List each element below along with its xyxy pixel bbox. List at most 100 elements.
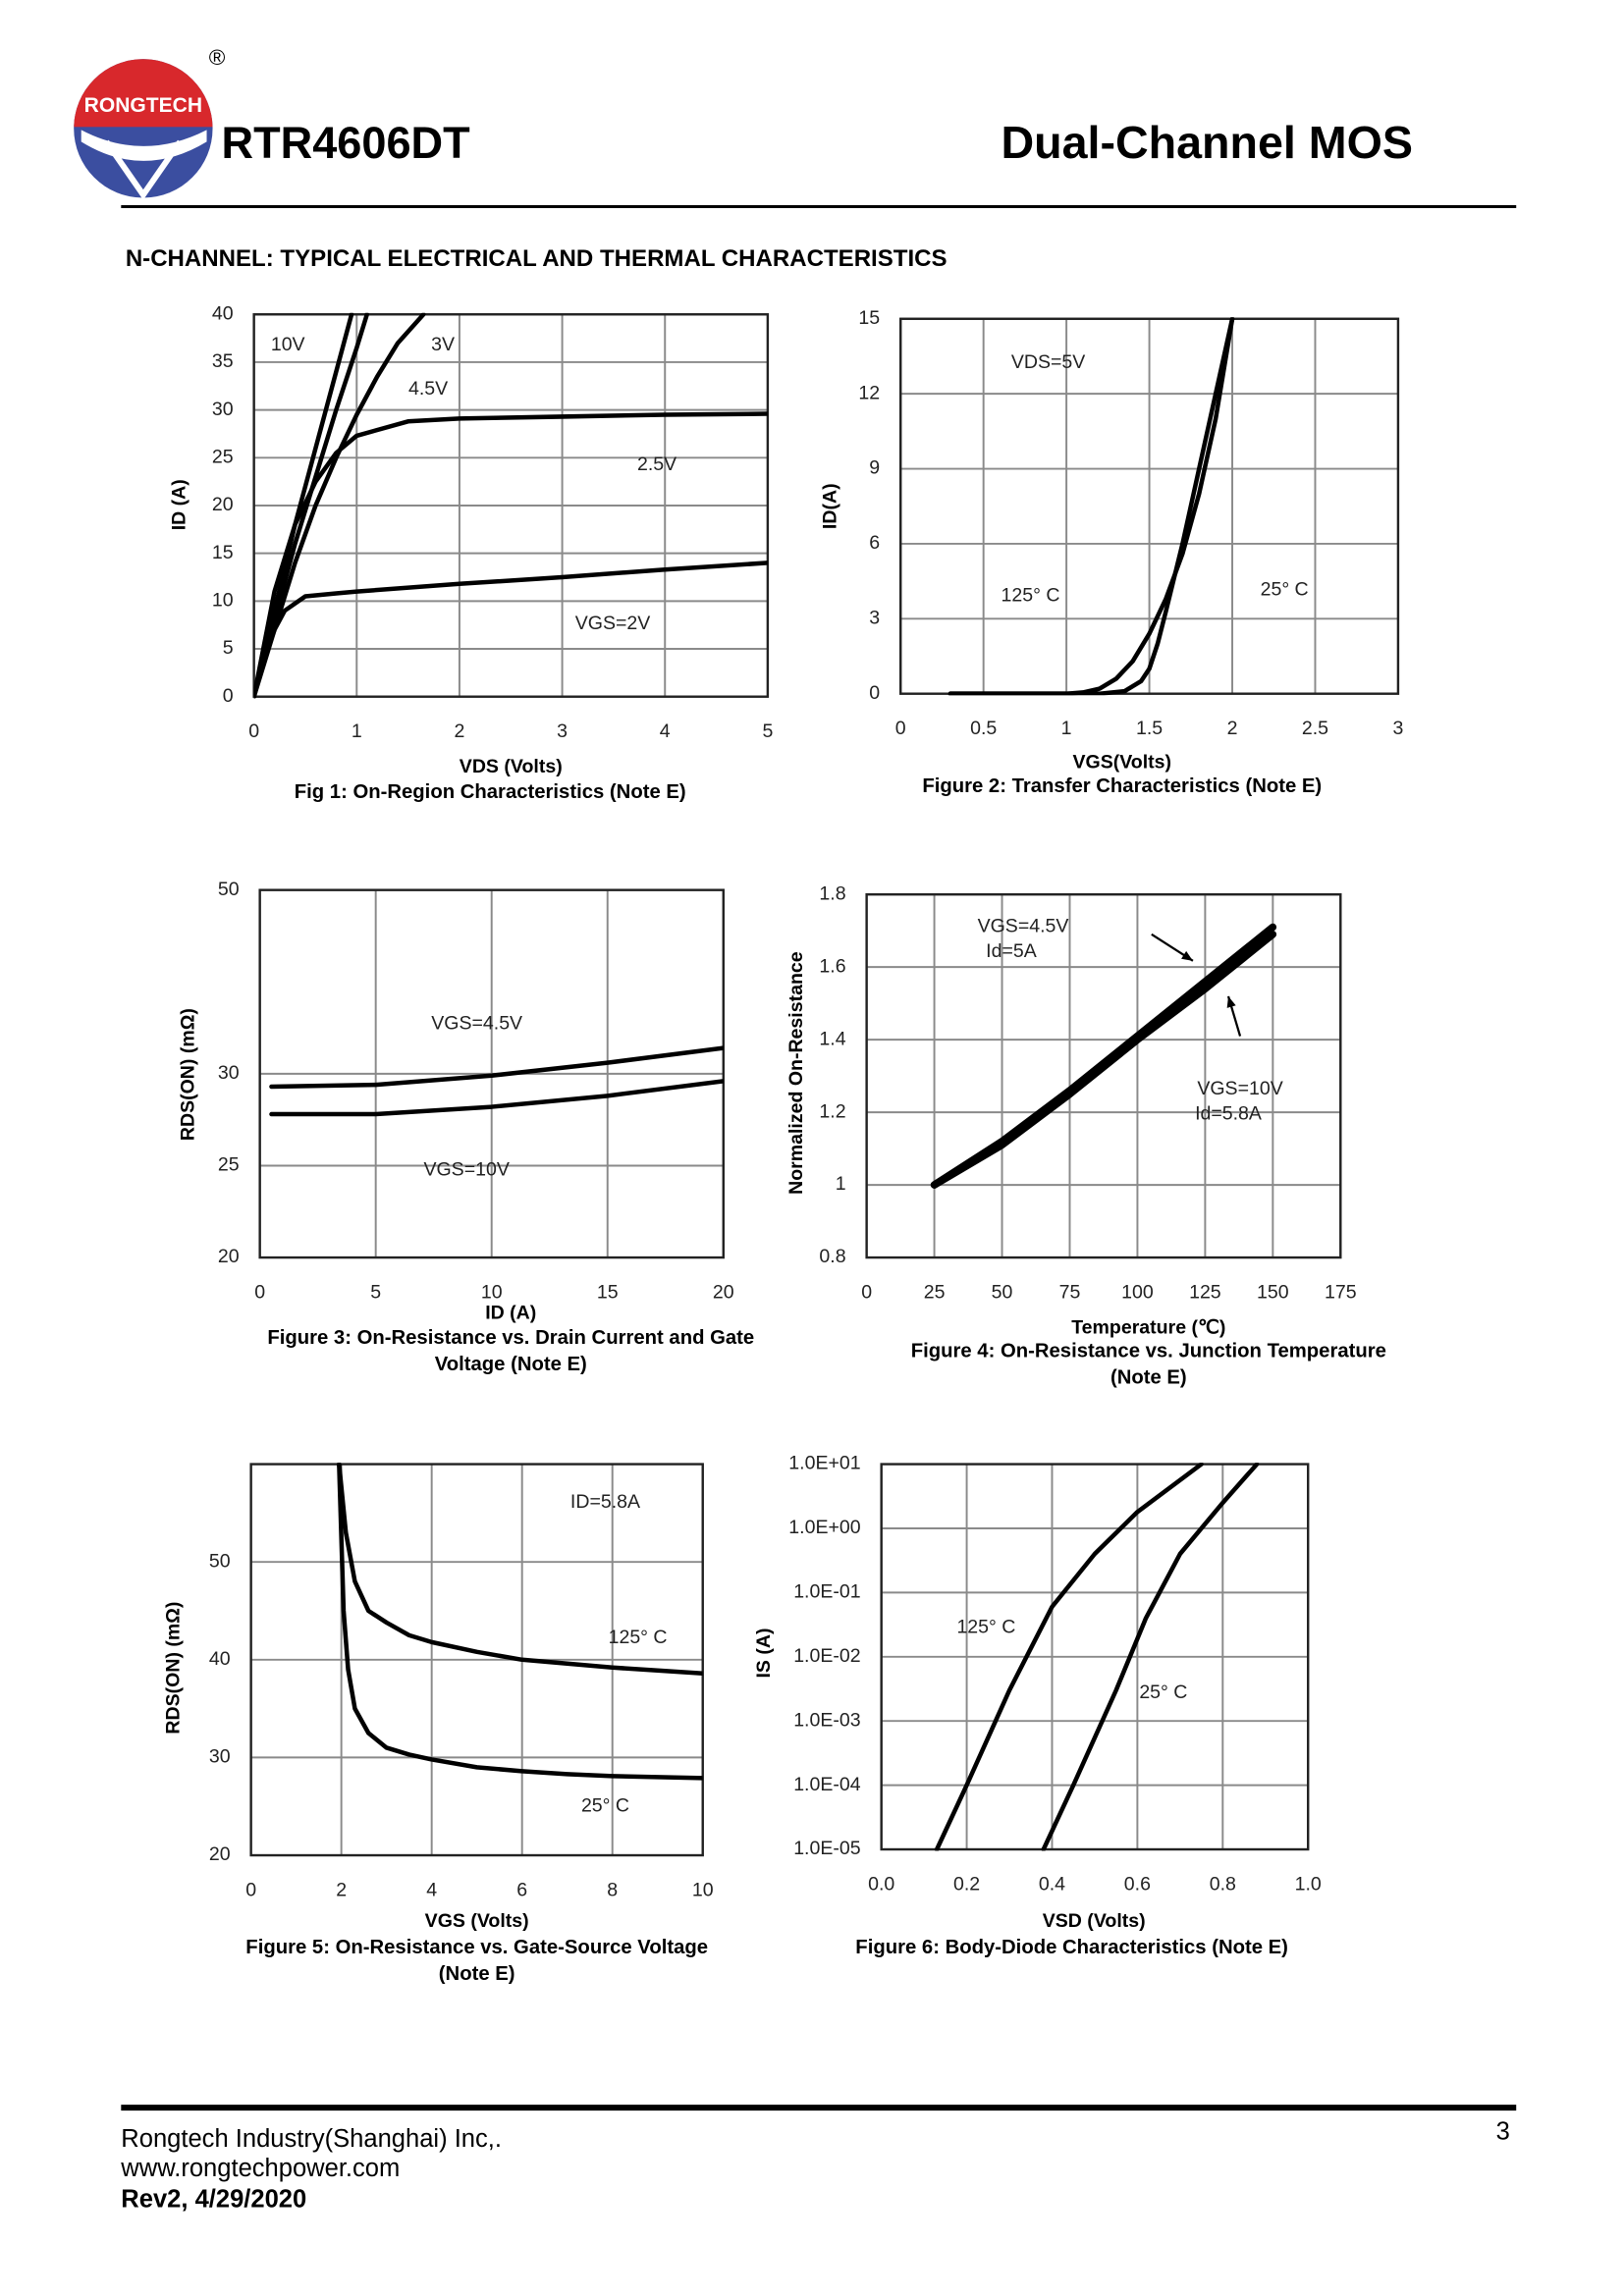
series-line: [269, 1045, 724, 1090]
plot-frame: [249, 1463, 704, 1857]
x-tick-label: 100: [1121, 1281, 1154, 1303]
x-tick-label: 1: [352, 721, 362, 742]
y-tick-label: 1: [836, 1173, 846, 1195]
logo-v: [103, 139, 183, 200]
x-tick-label: 0: [895, 718, 906, 739]
x-tick-label: 20: [713, 1281, 734, 1303]
annotation: VDS=5V: [1011, 351, 1085, 373]
series-label: 25° C: [1139, 1682, 1187, 1703]
logo: RONGTECH: [74, 59, 213, 200]
x-tick-label: 6: [516, 1879, 527, 1900]
chart: 0 0.5 1 1.5 2 2.5 3 0 3 6 9 12 15 125° C 25° C VDS=5V VG…: [820, 307, 1404, 797]
x-tick-label: 8: [607, 1879, 618, 1900]
page-number: 3: [1496, 2117, 1510, 2145]
annotation: ID=5.8A: [570, 1491, 640, 1513]
y-tick-label: 35: [212, 350, 234, 372]
x-tick-label: 0.8: [1210, 1873, 1236, 1895]
x-axis-label: VGS (Volts): [425, 1910, 529, 1932]
x-tick-label: 125: [1189, 1281, 1221, 1303]
y-tick-label: 20: [209, 1843, 231, 1865]
x-tick-label: 15: [597, 1281, 619, 1303]
figure-caption: (Note E): [439, 1963, 515, 1985]
x-tick-label: 2: [1227, 718, 1238, 739]
y-tick-label: 30: [218, 1062, 240, 1084]
y-axis-label: Normalized On-Resistance: [785, 951, 807, 1195]
y-tick-label: 1.0E+01: [788, 1453, 860, 1474]
registered-mark: ®: [209, 45, 226, 70]
doc-title: Dual-Channel MOS: [1001, 117, 1413, 168]
y-tick-label: 10: [212, 589, 234, 611]
y-tick-label: 1.0E-03: [793, 1709, 860, 1731]
y-axis-label: ID(A): [820, 483, 841, 529]
y-tick-label: 12: [858, 382, 880, 403]
arrow-head: [1226, 995, 1236, 1008]
y-tick-label: 15: [212, 542, 234, 563]
y-axis-label: RDS(ON) (mΩ): [163, 1602, 185, 1735]
y-tick-label: 1.6: [819, 955, 845, 977]
footer-website: www.rongtechpower.com: [120, 2155, 400, 2182]
x-axis-label: VGS(Volts): [1072, 752, 1171, 774]
y-tick-label: 9: [869, 457, 880, 479]
x-tick-label: 75: [1059, 1281, 1081, 1303]
x-tick-label: 1: [1061, 718, 1072, 739]
y-tick-label: 3: [869, 607, 880, 628]
figure-caption: Voltage (Note E): [435, 1354, 587, 1375]
y-tick-label: 1.2: [819, 1100, 845, 1122]
series-line: [269, 1079, 724, 1117]
x-tick-label: 0: [254, 1281, 265, 1303]
y-tick-label: 1.0E+00: [788, 1517, 860, 1538]
x-tick-label: 2: [455, 721, 465, 742]
y-axis-label: IS (A): [753, 1629, 775, 1679]
logo-text: RONGTECH: [84, 94, 202, 117]
series-label: 3V: [431, 334, 455, 355]
series-line: [253, 312, 370, 699]
x-tick-label: 0.2: [953, 1873, 980, 1895]
series-label: 25° C: [581, 1795, 629, 1817]
series-line: [253, 411, 768, 699]
series-line: [934, 1463, 1204, 1851]
series-line: [253, 312, 426, 699]
y-tick-label: 40: [212, 302, 234, 324]
y-tick-label: 1.8: [819, 882, 845, 904]
arrow-head: [1181, 950, 1193, 961]
series-line: [947, 317, 1235, 696]
figure-caption: Figure 2: Transfer Characteristics (Note…: [922, 775, 1322, 797]
series-label: VGS=4.5V: [978, 915, 1069, 936]
y-tick-label: 50: [209, 1550, 231, 1572]
plot-frame: [252, 313, 770, 698]
series-line: [930, 931, 1277, 1189]
x-tick-label: 150: [1257, 1281, 1289, 1303]
y-axis-label: ID (A): [169, 479, 190, 530]
x-tick-label: 4: [660, 721, 671, 742]
x-tick-label: 0.6: [1124, 1873, 1151, 1895]
chart: 0 5 10 15 20 20 25 30 50 VGS=4.5V VGS=10V ID (A) RDS…: [178, 879, 755, 1375]
y-tick-label: 1.0E-04: [793, 1774, 861, 1795]
figure-caption: Figure 4: On-Resistance vs. Junction Tem…: [911, 1341, 1386, 1362]
y-tick-label: 6: [869, 532, 880, 554]
plot-frame: [899, 317, 1400, 695]
chart: 0 2 4 6 8 10 20 30 40 50 125° C 25° C ID=5.8A VGS (Vo…: [163, 1463, 714, 1985]
series-label: 125° C: [609, 1627, 668, 1648]
y-tick-label: 1.0E-01: [793, 1581, 860, 1603]
y-tick-label: 30: [209, 1746, 231, 1768]
figure-caption: Fig 1: On-Region Characteristics (Note E…: [295, 781, 686, 803]
x-tick-label: 10: [692, 1879, 714, 1900]
figure-caption: Figure 3: On-Resistance vs. Drain Curren…: [267, 1327, 754, 1349]
figure-caption: Figure 5: On-Resistance vs. Gate-Source …: [245, 1937, 708, 1958]
x-tick-label: 0.5: [970, 718, 997, 739]
plot-frame: [880, 1463, 1310, 1851]
y-tick-label: 40: [209, 1648, 231, 1670]
y-axis-label: RDS(ON) (mΩ): [178, 1008, 199, 1141]
y-tick-label: 1.4: [819, 1028, 845, 1049]
plot-frame: [258, 888, 725, 1259]
y-tick-label: 1.0E-05: [793, 1838, 861, 1859]
x-tick-label: 0: [245, 1879, 256, 1900]
x-tick-label: 0: [248, 721, 259, 742]
x-axis-label: VSD (Volts): [1043, 1910, 1146, 1932]
y-tick-label: 15: [858, 307, 880, 329]
y-tick-label: 20: [218, 1246, 240, 1267]
x-tick-label: 2: [336, 1879, 347, 1900]
y-tick-label: 1.0E-02: [793, 1645, 860, 1667]
series-label: VGS=4.5V: [431, 1013, 522, 1035]
figure-caption: (Note E): [1110, 1367, 1187, 1389]
